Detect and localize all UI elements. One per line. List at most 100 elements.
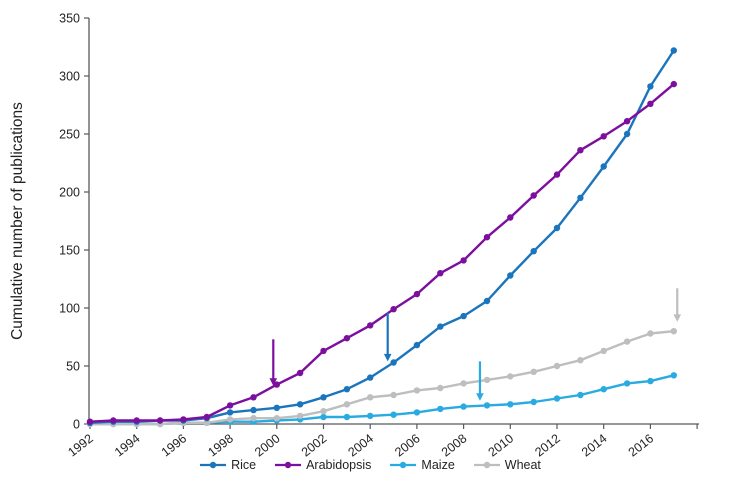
data-point-rice-2002	[320, 394, 327, 401]
y-tick-label: 0	[73, 418, 80, 432]
data-point-wheat-2003	[343, 401, 351, 408]
x-tick-label: 1992	[65, 431, 96, 459]
data-point-rice-2000	[273, 404, 280, 411]
data-point-wheat-2007	[437, 384, 444, 392]
data-point-maize-2005	[390, 411, 397, 418]
data-point-maize-2007	[437, 405, 444, 413]
data-point-maize-2003	[343, 413, 351, 421]
data-point-maize-2015	[623, 380, 631, 387]
data-point-maize-2002	[320, 413, 327, 421]
y-tick-label: 50	[66, 360, 80, 374]
data-point-rice-2004	[367, 374, 374, 381]
legend-dot	[209, 461, 217, 469]
data-point-rice-2010	[507, 272, 514, 279]
data-point-arabidopsis-2010	[507, 214, 514, 221]
legend-marker-wheat	[473, 461, 500, 469]
data-point-wheat-2012	[553, 362, 561, 370]
legend-label-wheat: Wheat	[504, 458, 541, 472]
x-tick-label: 2014	[579, 431, 610, 459]
data-point-maize-2004	[367, 412, 374, 420]
data-point-arabidopsis-2000	[273, 381, 280, 388]
x-tick-label: 1996	[159, 431, 190, 459]
x-tick-label: 2002	[299, 431, 330, 459]
x-tick-label: 2004	[346, 431, 377, 459]
data-point-wheat-2014	[600, 347, 607, 355]
data-point-maize-2014	[600, 386, 607, 393]
data-point-arabidopsis-2011	[530, 192, 537, 199]
series-wheat	[86, 328, 677, 428]
data-point-wheat-2013	[577, 357, 584, 364]
data-point-arabidopsis-1998	[226, 402, 234, 409]
arrow-head	[383, 353, 392, 362]
data-point-arabidopsis-1994	[133, 417, 140, 424]
data-point-arabidopsis-2017	[670, 80, 677, 88]
legend-item-rice: Rice	[199, 458, 256, 472]
data-point-arabidopsis-1993	[110, 417, 117, 424]
data-point-maize-2006	[413, 409, 421, 416]
legend-item-arabidopsis: Arabidopsis	[274, 458, 371, 472]
data-point-maize-2009	[483, 402, 491, 409]
data-point-maize-2016	[647, 377, 654, 385]
data-point-rice-2005	[390, 359, 397, 366]
y-tick-label: 250	[59, 128, 80, 142]
data-point-wheat-1998	[226, 416, 234, 423]
data-point-wheat-2011	[530, 368, 537, 375]
legend-dot	[400, 461, 407, 469]
data-point-maize-2013	[577, 391, 584, 399]
y-tick-label: 300	[59, 70, 80, 84]
data-point-wheat-2001	[296, 412, 304, 420]
y-tick-label: 150	[59, 244, 80, 258]
x-tick-label: 2016	[626, 431, 657, 459]
data-point-wheat-2017	[670, 328, 677, 335]
data-point-wheat-2002	[320, 408, 327, 415]
data-point-wheat-2009	[483, 376, 491, 384]
data-point-arabidopsis-2016	[647, 100, 654, 108]
chart-legend: Rice Arabidopsis Maize Wheat	[0, 458, 740, 472]
arrow-head	[476, 393, 484, 401]
data-point-rice-2011	[530, 248, 537, 255]
data-point-rice-2016	[647, 83, 654, 90]
data-point-rice-1999	[250, 406, 257, 414]
data-point-arabidopsis-1995	[156, 417, 164, 424]
data-point-arabidopsis-2002	[320, 347, 327, 355]
legend-label-rice: Rice	[231, 458, 257, 472]
data-point-rice-2017	[670, 47, 677, 54]
data-point-rice-2014	[600, 163, 607, 170]
y-tick-label: 100	[59, 302, 80, 316]
data-point-wheat-2004	[367, 394, 374, 401]
data-point-rice-2015	[623, 130, 631, 138]
data-point-maize-2017	[670, 372, 677, 379]
x-tick-label: 1994	[112, 431, 143, 459]
data-point-maize-2010	[507, 401, 514, 408]
data-point-rice-1998	[226, 409, 234, 416]
data-point-arabidopsis-1999	[250, 394, 257, 401]
data-point-rice-2008	[460, 312, 467, 320]
data-point-arabidopsis-2008	[460, 257, 467, 264]
legend-marker-maize	[390, 461, 417, 469]
data-point-wheat-1997	[203, 419, 210, 426]
data-point-wheat-2006	[413, 387, 421, 394]
series-line-maize	[90, 374, 675, 426]
series-line-arabidopsis	[89, 83, 675, 423]
x-tick-label: 2006	[392, 431, 423, 459]
y-tick-label: 350	[59, 12, 80, 26]
data-point-wheat-2010	[507, 373, 514, 380]
data-point-wheat-2000	[273, 415, 280, 422]
x-tick-label: 2000	[252, 431, 283, 459]
data-point-rice-2007	[437, 323, 444, 330]
x-tick-label: 2010	[486, 431, 517, 459]
data-point-rice-2003	[343, 386, 351, 393]
series-line-rice	[89, 49, 675, 424]
rice-genome-arrow	[383, 312, 392, 362]
data-point-wheat-2005	[390, 391, 397, 399]
data-point-arabidopsis-2001	[296, 369, 304, 377]
legend-label-maize: Maize	[421, 458, 455, 472]
data-point-arabidopsis-1996	[180, 416, 187, 423]
y-tick-label: 200	[59, 186, 80, 200]
maize-genome-arrow	[476, 361, 484, 401]
data-point-rice-2013	[577, 194, 584, 201]
x-tick-label: 2012	[532, 431, 563, 459]
data-point-maize-2008	[460, 403, 467, 410]
data-point-rice-2009	[483, 297, 491, 305]
legend-marker-rice	[200, 461, 227, 469]
